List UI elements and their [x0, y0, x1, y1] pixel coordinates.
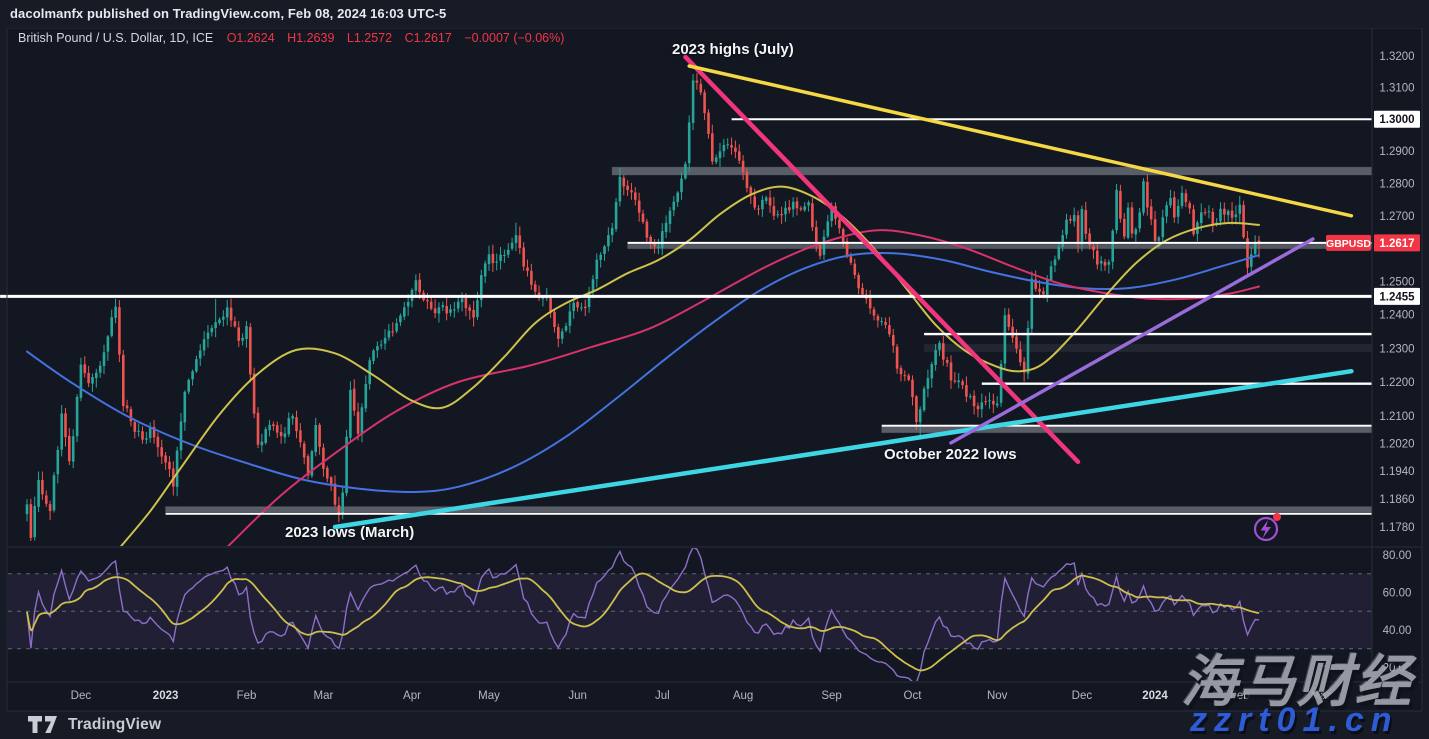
- ohlc-low: L1.2572: [346, 31, 393, 45]
- pane-separators: [6, 27, 1423, 712]
- price-axis-label: 1.2455: [1379, 291, 1415, 303]
- time-axis-label: Jul: [655, 690, 670, 702]
- yellow-trendline: [687, 64, 1354, 218]
- time-axis-label: Mar: [313, 690, 333, 702]
- ohlc-high: H1.2639: [287, 31, 335, 45]
- annotation-october-2022-lows[interactable]: October 2022 lows: [884, 446, 1017, 463]
- price-axis-label: 1.2100: [1379, 411, 1414, 423]
- time-axis-label: May: [478, 690, 500, 702]
- time-axis-label: 2024: [1142, 690, 1168, 702]
- rsi-ma-line: [26, 572, 1260, 672]
- price-axis-label: 1.3000: [1379, 114, 1414, 126]
- time-axis-label: 2023: [153, 690, 179, 702]
- ohlc-open: O1.2624: [226, 31, 275, 45]
- price-axis-label: 1.1780: [1379, 522, 1414, 534]
- time-axis-label: Nov: [987, 690, 1008, 702]
- zone-band: [924, 344, 1372, 352]
- price-axis-label: 1.2700: [1379, 211, 1414, 223]
- streams-icon[interactable]: [1253, 513, 1281, 542]
- time-axis-label: Jun: [568, 690, 587, 702]
- zone-band: [627, 243, 1373, 250]
- price-axis-label: 1.2500: [1379, 277, 1414, 289]
- annotation-2023-lows[interactable]: 2023 lows (March): [285, 524, 415, 541]
- time-axis-label: Feb: [237, 690, 257, 702]
- ohlc-change: −0.0007 (−0.06%): [464, 31, 565, 45]
- site-watermark-cjk: 海马财经: [1181, 650, 1413, 713]
- price-axis-label: 1.2400: [1379, 310, 1414, 322]
- price-axis-label: 1.1860: [1379, 494, 1414, 506]
- rsi-axis-label: 60.00: [1383, 588, 1412, 600]
- time-axis-label: Oct: [904, 690, 923, 702]
- time-axis-label: Apr: [403, 690, 421, 702]
- time-axis-label: Feb: [1230, 690, 1250, 702]
- last-price-label: 1.2617: [1379, 238, 1414, 250]
- price-axis-label: 1.3100: [1379, 83, 1414, 95]
- chart-legend[interactable]: British Pound / U.S. Dollar, 1D, ICE O1.…: [18, 31, 573, 45]
- time-axis-label: Aug: [733, 690, 753, 702]
- rsi-pane[interactable]: [8, 547, 1372, 682]
- price-axis-label: 1.2200: [1379, 377, 1414, 389]
- zone-band: [165, 506, 1373, 513]
- last-price-tag: [1374, 234, 1420, 252]
- tradingview-brand[interactable]: TradingView: [27, 715, 161, 735]
- notification-dot: [1273, 513, 1281, 521]
- time-axis-label: Mar: [1311, 690, 1331, 702]
- price-axis-label: 1.2800: [1379, 178, 1414, 190]
- tradingview-brand-label: TradingView: [68, 716, 162, 733]
- attribution-text: dacolmanfx published on TradingView.com,…: [10, 6, 447, 21]
- boxed-axis-label: [1374, 110, 1420, 128]
- trendline-drawings[interactable]: [332, 54, 1354, 530]
- symbol-tag-label: GBPUSD: [1326, 238, 1371, 250]
- site-watermark-url: zzrt01.cn: [1190, 701, 1399, 739]
- price-axis-label: 1.2900: [1379, 146, 1414, 158]
- attribution-bar: dacolmanfx published on TradingView.com,…: [0, 0, 1429, 28]
- boxed-axis-label: [1374, 287, 1420, 305]
- horizontal-levels[interactable]: [0, 118, 1372, 515]
- symbol-title[interactable]: British Pound / U.S. Dollar, 1D, ICE: [18, 31, 214, 45]
- time-axis-label: Dec: [1072, 690, 1093, 702]
- ohlc-close: C1.2617: [404, 31, 452, 45]
- tradingview-logo-icon: [28, 716, 57, 733]
- rsi-axis-label: 40.00: [1383, 625, 1412, 637]
- widget-background: [7, 28, 1422, 711]
- time-axis-label: Dec: [71, 690, 92, 702]
- price-axis-label: 1.1940: [1379, 466, 1414, 478]
- price-axis-label: 1.2300: [1379, 343, 1414, 355]
- rsi-band: [8, 573, 1372, 649]
- time-axis[interactable]: Dec 2023 Feb Mar Apr May Jun Jul Aug Sep Oct Nov Dec…: [71, 690, 1331, 702]
- purple-trendline: [949, 237, 1315, 445]
- price-axis-label: 1.3200: [1379, 51, 1414, 63]
- price-axis[interactable]: 1.3200 1.3100 1.3000 1.2900 1.2800 1.2700 1.25…: [1374, 51, 1420, 675]
- cyan-trendline: [332, 368, 1354, 530]
- annotation-2023-highs[interactable]: 2023 highs (July): [672, 41, 794, 58]
- time-axis-label: Sep: [821, 690, 841, 702]
- price-tags: GBPUSD 1.2617: [1326, 234, 1420, 252]
- pink-trendline: [683, 54, 1081, 465]
- rsi-axis-label: 20.00: [1383, 663, 1412, 675]
- lightning-bolt-icon: [1260, 520, 1271, 539]
- rsi-axis-label: 80.00: [1383, 550, 1412, 562]
- zone-band: [611, 166, 1373, 176]
- symbol-tag: [1326, 234, 1371, 251]
- price-axis-label: 1.2020: [1379, 439, 1414, 451]
